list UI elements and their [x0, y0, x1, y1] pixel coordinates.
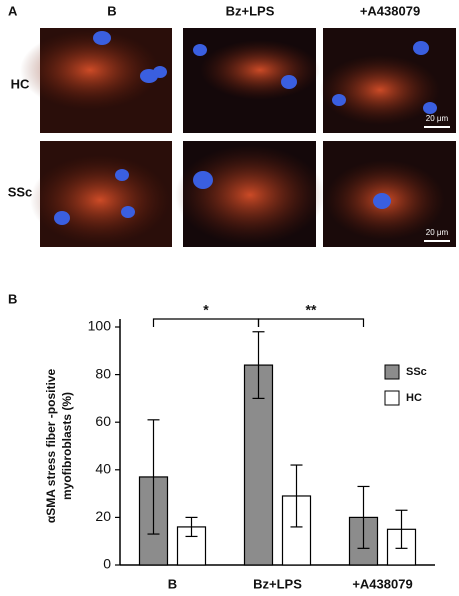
error-bar — [357, 485, 370, 549]
error-bar — [290, 464, 303, 528]
legend-label: SSc — [406, 366, 427, 378]
y-tick-label: 80 — [95, 365, 111, 381]
x-tick-label: Bz+LPS — [253, 576, 302, 591]
y-tick-label: 20 — [95, 508, 111, 524]
y-tick-label: 0 — [103, 556, 111, 572]
y-axis-label: αSMA stress fiber -positive — [44, 369, 58, 524]
scale-bar-label: 20 μm — [426, 114, 449, 123]
column-header: +A438079 — [360, 3, 420, 18]
x-tick-label: B — [168, 576, 177, 591]
y-tick-label: 60 — [95, 413, 111, 429]
error-bar — [395, 509, 408, 549]
row-label: SSc — [8, 184, 33, 199]
significance-bracket — [257, 318, 365, 327]
panel-label: B — [8, 291, 17, 306]
legend-label: HC — [406, 392, 422, 404]
micrographs: 20 μm 20 μm — [20, 28, 456, 247]
y-tick-label: 100 — [88, 318, 112, 334]
error-bar — [185, 516, 198, 538]
x-tick-label: +A438079 — [352, 576, 412, 591]
legend-swatch — [384, 364, 400, 380]
y-axis-label: myofibroblasts (%) — [60, 392, 74, 500]
error-bar — [252, 331, 265, 399]
y-tick-label: 40 — [95, 461, 111, 477]
legend-swatch — [384, 390, 400, 406]
significance-label: * — [203, 302, 209, 318]
row-label: HC — [11, 76, 30, 91]
error-bar — [147, 419, 160, 535]
significance-label: ** — [306, 302, 317, 318]
scale-bar-label: 20 μm — [426, 228, 449, 237]
column-header: B — [107, 3, 116, 18]
column-header: Bz+LPS — [226, 3, 275, 18]
significance-bracket — [152, 318, 260, 327]
panel-label: A — [8, 3, 18, 18]
